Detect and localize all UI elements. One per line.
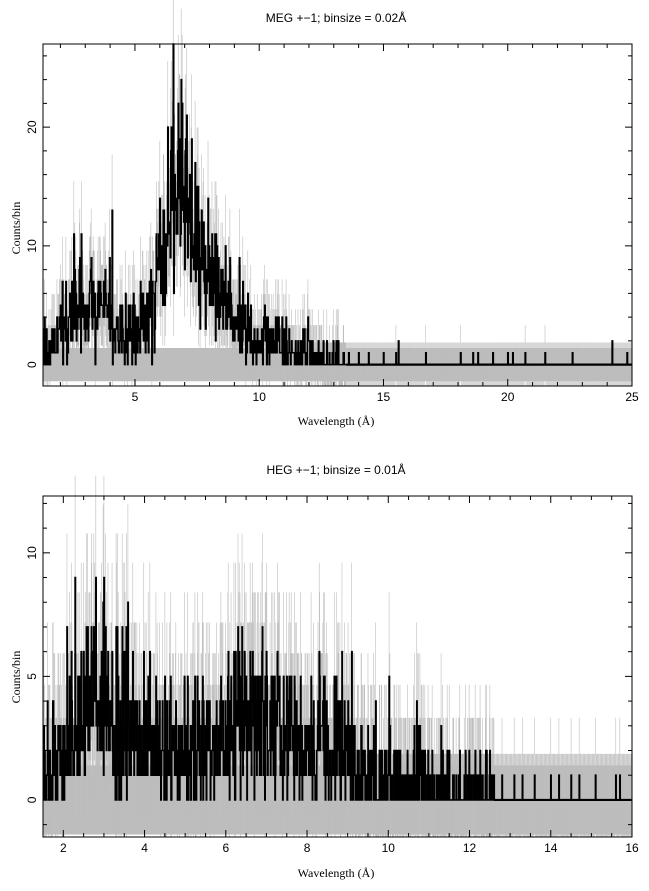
plot-area: 5 10 15 20 25 0 10 20 (25, 0, 639, 404)
x-axis-label: Wavelength (Å) (298, 414, 375, 428)
x-tick-label: 14 (544, 841, 558, 855)
plot-frame (42, 43, 633, 387)
chart-title: MEG +−1; binsize = 0.02Å (266, 10, 406, 25)
x-tick-label: 6 (222, 841, 229, 855)
y-tick-label: 5 (25, 673, 39, 680)
x-axis-label: Wavelength (Å) (298, 866, 375, 880)
x-tick-label: 4 (141, 841, 148, 855)
x-tick-label: 10 (253, 390, 267, 404)
y-tick-label: 10 (25, 239, 39, 253)
x-tick-label: 8 (304, 841, 311, 855)
x-tick-label: 15 (377, 390, 391, 404)
x-tick-label: 25 (625, 390, 639, 404)
y-tick-label: 20 (25, 120, 39, 134)
x-tick-label: 16 (625, 841, 639, 855)
plot-area: 2 4 6 8 10 12 14 16 0 5 10 (25, 475, 639, 855)
y-tick-label: 0 (25, 796, 39, 803)
x-tick-label: 10 (382, 841, 396, 855)
y-tick-label: 10 (25, 546, 39, 560)
plot-frame (42, 495, 633, 838)
spectrum-histogram (42, 576, 633, 801)
heg-panel: HEG +−1; binsize = 0.01Å Wavelength (Å) … (9, 462, 639, 880)
y-axis-label: Counts/bin (9, 651, 23, 704)
x-tick-label: 20 (501, 390, 515, 404)
y-axis-label: Counts/bin (9, 202, 23, 255)
chart-title: HEG +−1; binsize = 0.01Å (266, 462, 405, 477)
y-tick-label: 0 (25, 361, 39, 368)
x-tick-label: 2 (60, 841, 67, 855)
x-tick-label: 12 (463, 841, 477, 855)
x-tick-label: 5 (132, 390, 139, 404)
meg-panel: MEG +−1; binsize = 0.02Å Wavelength (Å) … (9, 0, 639, 428)
